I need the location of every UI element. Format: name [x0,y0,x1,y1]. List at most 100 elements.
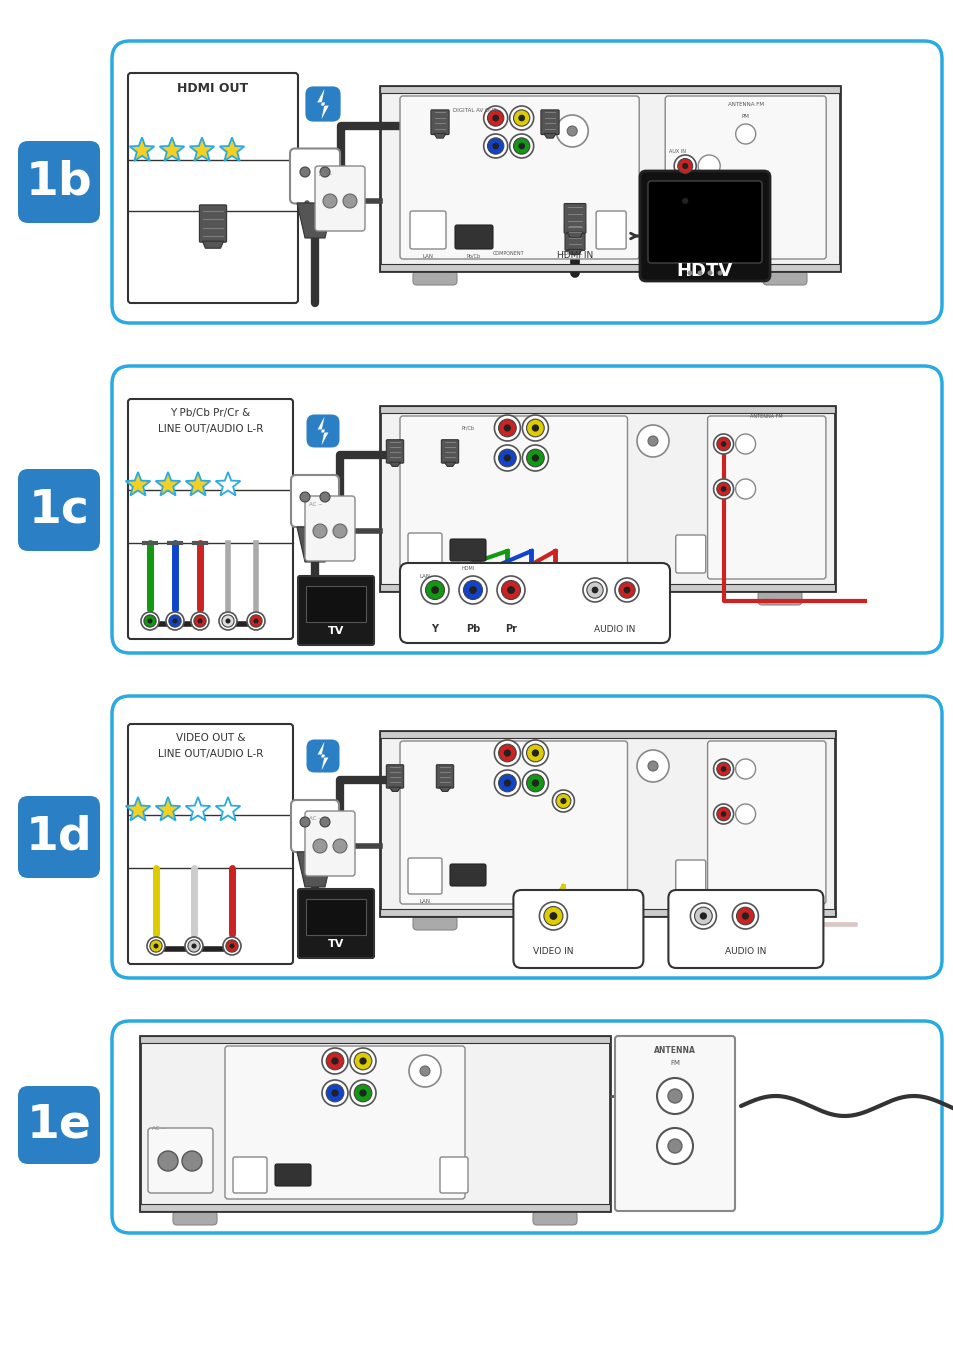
Text: AC ~: AC ~ [309,816,322,821]
Circle shape [501,581,520,600]
FancyBboxPatch shape [408,534,441,569]
Circle shape [717,270,721,276]
Text: Pb/Cb: Pb/Cb [466,254,480,259]
Polygon shape [186,797,211,820]
Text: AUDIO IN: AUDIO IN [724,947,766,957]
Circle shape [483,105,507,130]
FancyBboxPatch shape [305,811,355,875]
Circle shape [166,612,184,630]
Circle shape [326,1084,343,1102]
Circle shape [552,790,574,812]
Circle shape [188,940,200,952]
Bar [306,586,366,621]
Circle shape [687,270,692,276]
Bar [379,909,834,916]
Circle shape [350,1048,375,1074]
Circle shape [182,1151,202,1171]
Circle shape [735,804,755,824]
Text: HDTV: HDTV [677,262,732,280]
Circle shape [526,419,543,436]
FancyBboxPatch shape [225,1046,464,1198]
Circle shape [698,155,720,177]
Circle shape [494,415,519,440]
FancyBboxPatch shape [675,861,705,898]
Circle shape [681,163,687,169]
Circle shape [333,839,347,852]
FancyBboxPatch shape [148,1128,213,1193]
Polygon shape [296,527,333,562]
FancyBboxPatch shape [563,204,585,234]
Circle shape [225,619,231,624]
Circle shape [735,124,755,145]
Circle shape [253,619,258,624]
FancyBboxPatch shape [199,205,227,242]
FancyBboxPatch shape [112,1021,941,1233]
Text: ANTENNA FM: ANTENNA FM [727,101,763,107]
Circle shape [720,811,725,817]
FancyBboxPatch shape [386,439,403,463]
Polygon shape [202,242,223,249]
Circle shape [677,158,692,173]
Circle shape [713,759,733,780]
Text: LINE OUT: LINE OUT [668,184,691,189]
Polygon shape [543,134,556,138]
Polygon shape [155,797,180,820]
Polygon shape [317,742,328,770]
Circle shape [354,1084,372,1102]
Circle shape [720,486,725,492]
FancyBboxPatch shape [455,226,493,249]
Circle shape [735,759,755,780]
Circle shape [192,943,196,948]
Circle shape [153,943,158,948]
FancyBboxPatch shape [128,399,293,639]
Circle shape [458,576,486,604]
Text: VIDEO IN: VIDEO IN [533,947,573,957]
Polygon shape [159,138,184,161]
Text: TV: TV [328,627,344,636]
Circle shape [492,115,498,122]
Text: PM: PM [741,113,749,119]
Circle shape [517,143,524,150]
FancyBboxPatch shape [18,1086,100,1165]
FancyBboxPatch shape [18,469,100,551]
FancyBboxPatch shape [700,228,723,249]
Polygon shape [130,138,154,161]
Circle shape [313,524,327,538]
Circle shape [732,902,758,929]
Circle shape [637,750,668,782]
FancyBboxPatch shape [675,535,705,573]
Circle shape [326,1052,343,1070]
Circle shape [469,586,476,594]
FancyBboxPatch shape [306,739,339,773]
FancyBboxPatch shape [707,416,825,580]
FancyBboxPatch shape [441,439,458,463]
FancyBboxPatch shape [639,172,769,281]
Polygon shape [444,462,456,466]
FancyBboxPatch shape [439,1156,468,1193]
Circle shape [299,492,310,503]
Circle shape [716,482,730,496]
Circle shape [549,912,557,920]
Circle shape [735,480,755,499]
Polygon shape [219,138,244,161]
Circle shape [319,817,330,827]
Circle shape [556,793,570,808]
Text: Y Pb/Cb Pr/Cr &: Y Pb/Cb Pr/Cr & [171,408,251,417]
Circle shape [420,576,449,604]
Bar [379,86,840,93]
Text: HDMI: HDMI [461,566,475,571]
Circle shape [690,902,716,929]
Circle shape [343,195,356,208]
Text: LINE OUT/AUDIO L-R: LINE OUT/AUDIO L-R [157,748,263,759]
Text: AC ~: AC ~ [152,1125,166,1131]
Circle shape [615,578,639,603]
Circle shape [657,1078,692,1115]
Circle shape [498,449,516,467]
Circle shape [497,576,524,604]
FancyBboxPatch shape [436,765,454,788]
Text: COAXIAL: COAXIAL [561,251,582,255]
FancyBboxPatch shape [305,496,355,561]
Circle shape [299,168,310,177]
Circle shape [185,938,203,955]
Circle shape [333,524,347,538]
